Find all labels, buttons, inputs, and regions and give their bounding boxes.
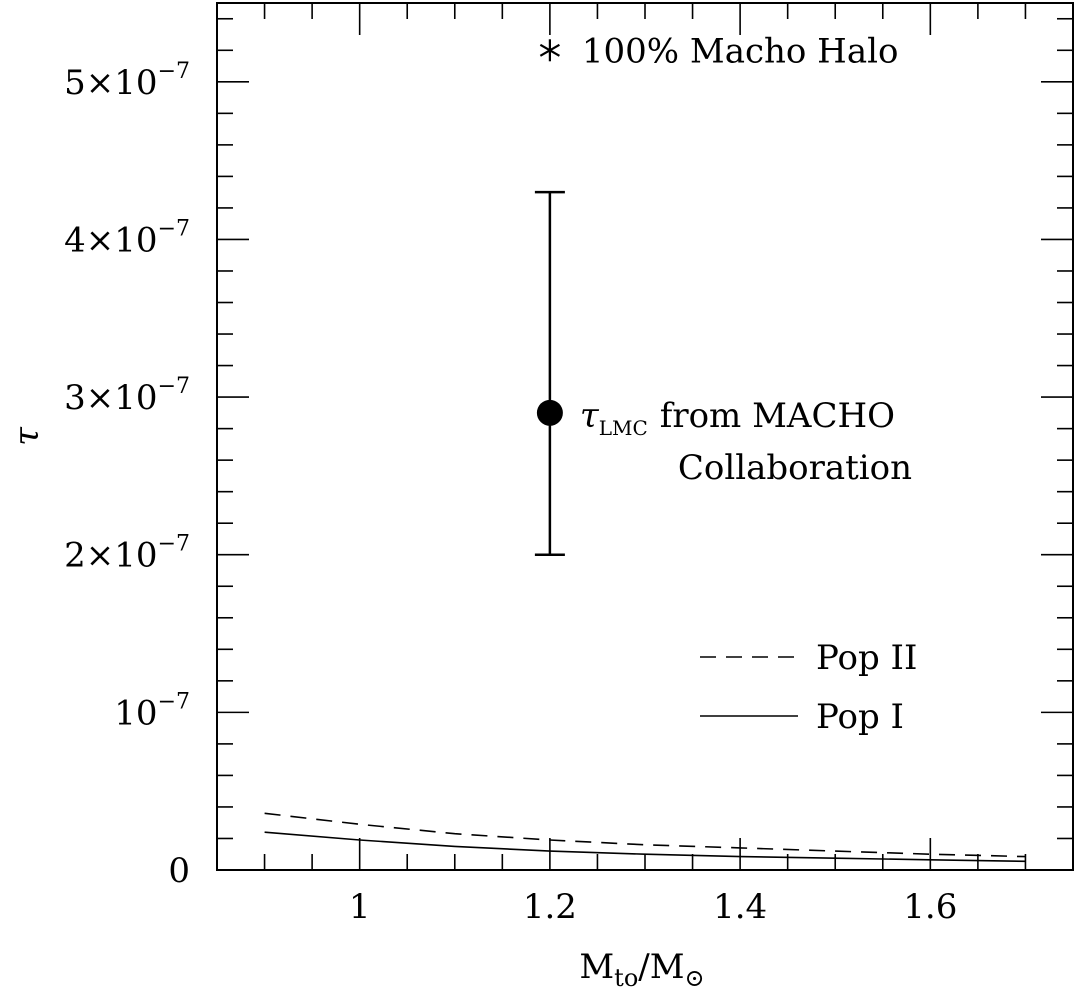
x-axis-label-sep: /M <box>638 947 684 987</box>
y-tick-label: 4×10−7 <box>64 216 190 260</box>
y-tick-label: 2×10−7 <box>64 532 190 576</box>
x-tick-label: 1.2 <box>523 887 577 927</box>
measurement-point <box>536 399 563 426</box>
collaboration-label: Collaboration <box>678 448 912 488</box>
macho-halo-star <box>539 39 560 62</box>
y-tick-base: 10 <box>114 693 157 733</box>
x-axis-label-sub: to <box>614 964 638 992</box>
x-tick-label: 1.6 <box>903 887 957 927</box>
x-tick-label: 1 <box>349 887 371 927</box>
y-tick-base: 5×10 <box>64 63 157 103</box>
y-tick-base: 0 <box>168 851 190 891</box>
y-tick-base: 4×10 <box>64 220 157 260</box>
axis-ticks <box>216 3 1074 871</box>
y-tick-exponent: −7 <box>158 59 190 84</box>
y-tick-exponent: −7 <box>158 532 190 557</box>
y-tick-exponent: −7 <box>158 374 190 399</box>
x-axis-label: Mto/M⊙ <box>579 947 704 992</box>
tau-lmc-label: τLMC from MACHO <box>580 396 895 440</box>
y-tick-exponent: −7 <box>158 216 190 241</box>
tau-lmc-symbol: τ <box>580 396 600 436</box>
y-tick-label: 5×10−7 <box>64 59 190 103</box>
legend-label-pop-ii: Pop II <box>816 638 917 678</box>
x-tick-label: 1.4 <box>713 887 767 927</box>
series-line-pop-i <box>264 831 1026 863</box>
y-tick-base: 3×10 <box>64 378 157 418</box>
legend: Pop II Pop I <box>700 638 917 737</box>
annotation-layer <box>534 39 565 556</box>
y-axis-label: τ <box>7 426 47 446</box>
macho-halo-label: 100% Macho Halo <box>582 31 899 71</box>
legend-label-pop-i: Pop I <box>816 697 904 737</box>
x-axis-label-sun: ⊙ <box>685 964 705 992</box>
y-tick-exponent: −7 <box>158 689 190 714</box>
y-tick-base: 2×10 <box>64 536 157 576</box>
tau-lmc-subscript: LMC <box>599 416 648 440</box>
x-axis-label-main: M <box>579 947 614 987</box>
series-layer <box>264 812 1026 863</box>
y-tick-label: 3×10−7 <box>64 374 190 418</box>
star-stroke <box>539 43 560 57</box>
y-tick-label: 10−7 <box>114 689 190 733</box>
y-tick-label: 0 <box>168 851 190 891</box>
series-line-pop-ii <box>264 812 1026 858</box>
tau-lmc-text: from MACHO <box>660 396 895 436</box>
